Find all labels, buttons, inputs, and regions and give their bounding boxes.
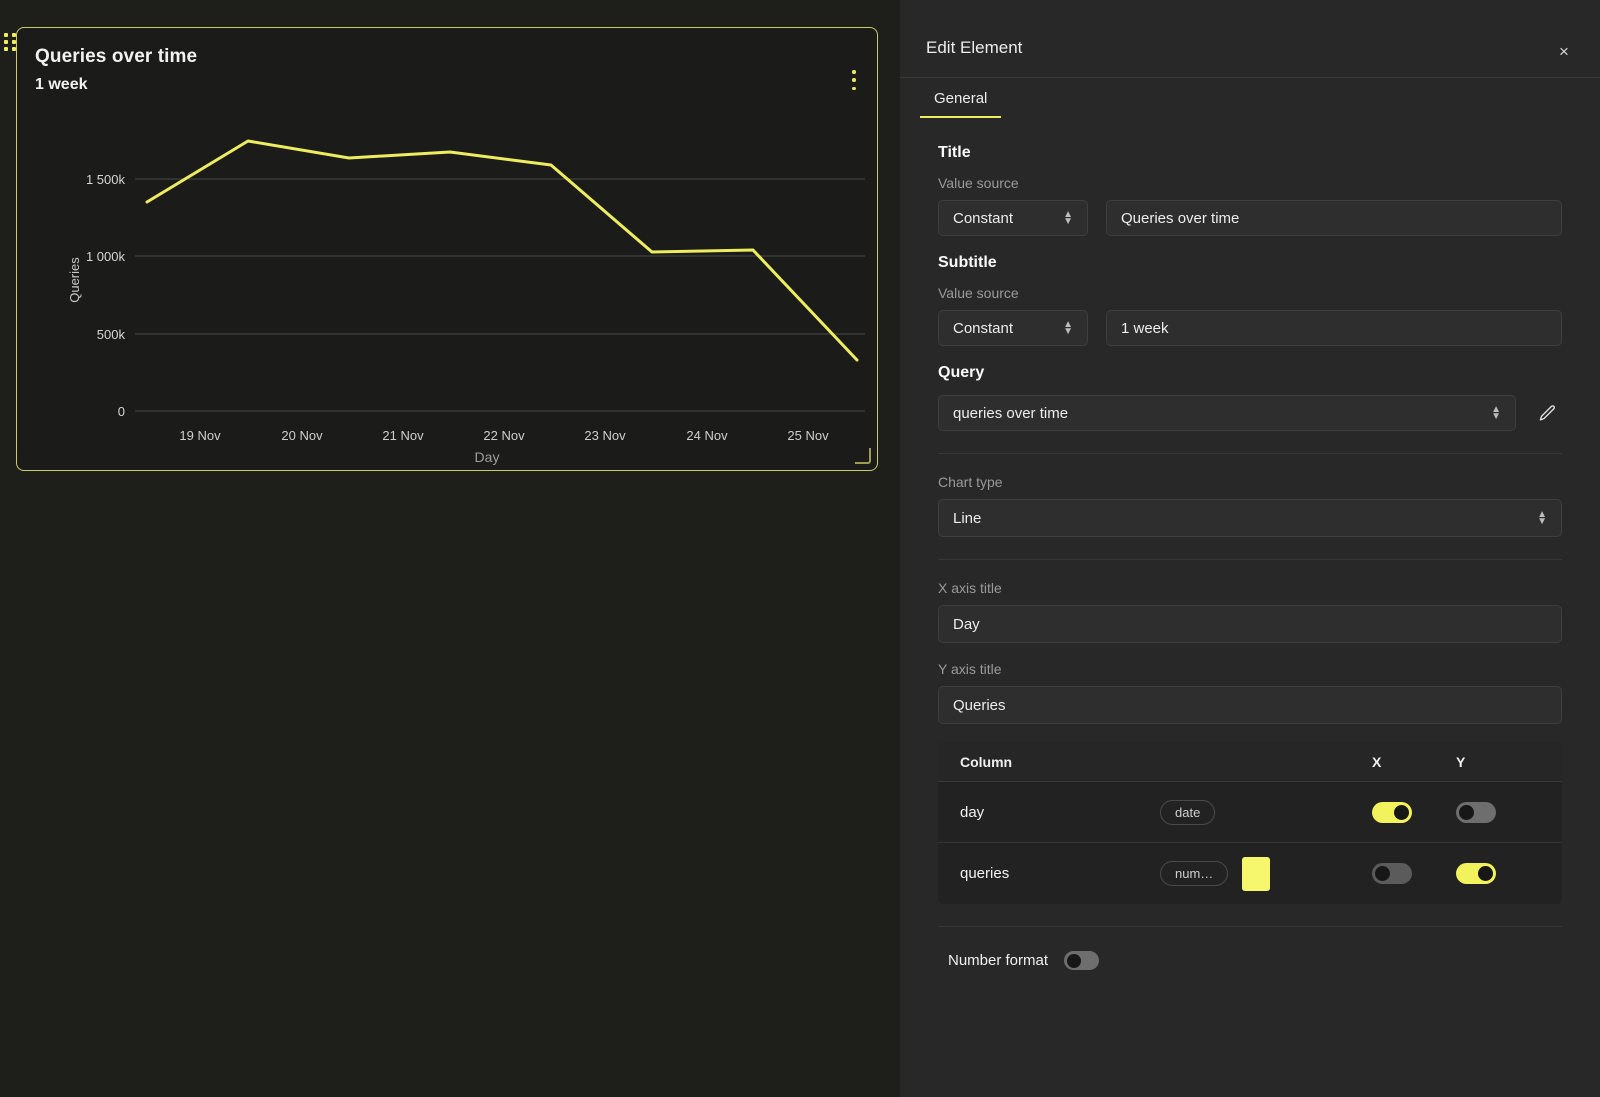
- y-toggle[interactable]: [1456, 801, 1496, 823]
- y-axis-title-label: Y axis title: [938, 661, 1002, 677]
- chevron-updown-icon: ▲ ▼: [1063, 209, 1073, 227]
- x-toggle[interactable]: [1372, 863, 1412, 884]
- dashboard-canvas: Queries over time 1 week: [4, 27, 878, 471]
- y-axis-title-input[interactable]: Queries: [938, 686, 1562, 724]
- title-row: Constant ▲ ▼ Queries over time: [938, 200, 1562, 236]
- resize-handle[interactable]: [855, 448, 871, 464]
- panel-form: Title Value source Constant ▲ ▼ Queries o…: [900, 130, 1600, 970]
- x-toggle-cell: [1372, 801, 1456, 823]
- subtitle-value-text: 1 week: [1121, 319, 1169, 337]
- edit-element-panel: Edit Element × General Title Value sourc…: [900, 0, 1600, 1097]
- chart-card-header: Queries over time 1 week: [35, 46, 197, 94]
- x-axis-title-label: X axis title: [938, 580, 1002, 596]
- column-name: queries: [960, 865, 1010, 882]
- svg-text:20 Nov: 20 Nov: [281, 428, 323, 443]
- column-type-badge: date: [1160, 799, 1216, 825]
- number-format-toggle[interactable]: [1064, 951, 1100, 970]
- table-header-row: Column X Y: [938, 742, 1562, 782]
- query-select[interactable]: queries over time ▲ ▼: [938, 395, 1516, 431]
- tab-general[interactable]: General: [920, 78, 1002, 118]
- pencil-icon[interactable]: [1532, 398, 1562, 428]
- title-value-source-value: Constant: [953, 209, 1014, 227]
- panel-title: Edit Element: [926, 38, 1023, 57]
- header-column: Column: [960, 753, 1013, 770]
- column-mapping-table: Column X Y day date: [938, 742, 1562, 904]
- y-toggle[interactable]: [1456, 863, 1496, 884]
- drag-handle-icon[interactable]: [4, 33, 16, 51]
- divider: [938, 926, 1562, 927]
- chart-plot: 1 500k 1 000k 500k 0 Queries 19 Nov 20 N…: [17, 128, 877, 470]
- chevron-updown-icon: ▲ ▼: [1537, 509, 1547, 527]
- svg-text:19 Nov: 19 Nov: [179, 428, 221, 443]
- svg-text:25 Nov: 25 Nov: [787, 428, 829, 443]
- y-axis-title: Queries: [67, 257, 82, 303]
- kebab-menu-icon[interactable]: [847, 70, 861, 90]
- query-select-value: queries over time: [953, 404, 1069, 422]
- title-section-heading: Title: [938, 144, 971, 161]
- svg-text:0: 0: [118, 404, 125, 419]
- svg-text:1 500k: 1 500k: [86, 172, 126, 187]
- number-format-label: Number format: [948, 952, 1049, 969]
- svg-text:1 000k: 1 000k: [86, 249, 126, 264]
- x-toggle[interactable]: [1372, 801, 1412, 823]
- y-axis-tick-labels: 1 500k 1 000k 500k 0: [86, 172, 126, 419]
- series-color-swatch[interactable]: [1242, 856, 1271, 891]
- subtitle-row: Constant ▲ ▼ 1 week: [938, 310, 1562, 346]
- title-value-input[interactable]: Queries over time: [1106, 200, 1562, 236]
- subtitle-value-source-value: Constant: [953, 319, 1014, 337]
- query-section-heading: Query: [938, 364, 985, 381]
- header-y: Y: [1456, 753, 1466, 770]
- chart-type-label: Chart type: [938, 474, 1003, 490]
- divider: [938, 453, 1562, 454]
- chart-title: Queries over time: [35, 46, 198, 67]
- number-format-row: Number format: [938, 951, 1562, 970]
- header-x: X: [1372, 753, 1382, 770]
- close-icon[interactable]: ×: [1553, 40, 1575, 62]
- y-toggle-cell: [1456, 863, 1540, 884]
- x-axis-title-input[interactable]: Day: [938, 605, 1562, 643]
- chart-type-select[interactable]: Line ▲ ▼: [938, 499, 1562, 537]
- y-axis-title-value: Queries: [953, 696, 1006, 714]
- table-row: day date: [938, 782, 1562, 843]
- svg-text:23 Nov: 23 Nov: [584, 428, 626, 443]
- column-name: day: [960, 803, 985, 821]
- chevron-updown-icon: ▲ ▼: [1063, 319, 1073, 337]
- y-toggle-cell: [1456, 801, 1540, 823]
- line-chart-svg: 1 500k 1 000k 500k 0 Queries 19 Nov 20 N…: [67, 139, 865, 465]
- x-axis-title: Day: [475, 449, 500, 465]
- title-value-source-label: Value source: [938, 175, 1019, 191]
- panel-header: Edit Element ×: [900, 0, 1600, 78]
- chart-subtitle: 1 week: [35, 76, 88, 93]
- divider: [938, 559, 1562, 560]
- chart-type-value: Line: [953, 509, 982, 527]
- chart-gridlines: [135, 178, 865, 412]
- title-value-text: Queries over time: [1121, 209, 1240, 227]
- query-row: queries over time ▲ ▼: [938, 395, 1562, 431]
- panel-tabs: General: [900, 78, 1600, 130]
- column-meta: num…: [1160, 856, 1372, 891]
- x-axis-title-value: Day: [953, 615, 980, 633]
- x-toggle-cell: [1372, 863, 1456, 884]
- subtitle-value-input[interactable]: 1 week: [1106, 310, 1562, 346]
- table-row: queries num…: [938, 843, 1562, 904]
- column-meta: date: [1160, 799, 1372, 825]
- column-type-badge: num…: [1160, 861, 1229, 886]
- svg-text:500k: 500k: [97, 327, 126, 342]
- subtitle-value-source-select[interactable]: Constant ▲ ▼: [938, 310, 1088, 346]
- chart-card[interactable]: Queries over time 1 week: [16, 27, 878, 471]
- chevron-updown-icon: ▲ ▼: [1491, 404, 1501, 422]
- svg-text:22 Nov: 22 Nov: [483, 428, 525, 443]
- subtitle-value-source-label: Value source: [938, 285, 1019, 301]
- svg-text:21 Nov: 21 Nov: [382, 428, 424, 443]
- chart-series-queries: [145, 139, 859, 362]
- title-value-source-select[interactable]: Constant ▲ ▼: [938, 200, 1088, 236]
- svg-text:24 Nov: 24 Nov: [686, 428, 728, 443]
- subtitle-section-heading: Subtitle: [938, 254, 997, 271]
- x-axis-tick-labels: 19 Nov 20 Nov 21 Nov 22 Nov 23 Nov 24 No…: [179, 428, 829, 443]
